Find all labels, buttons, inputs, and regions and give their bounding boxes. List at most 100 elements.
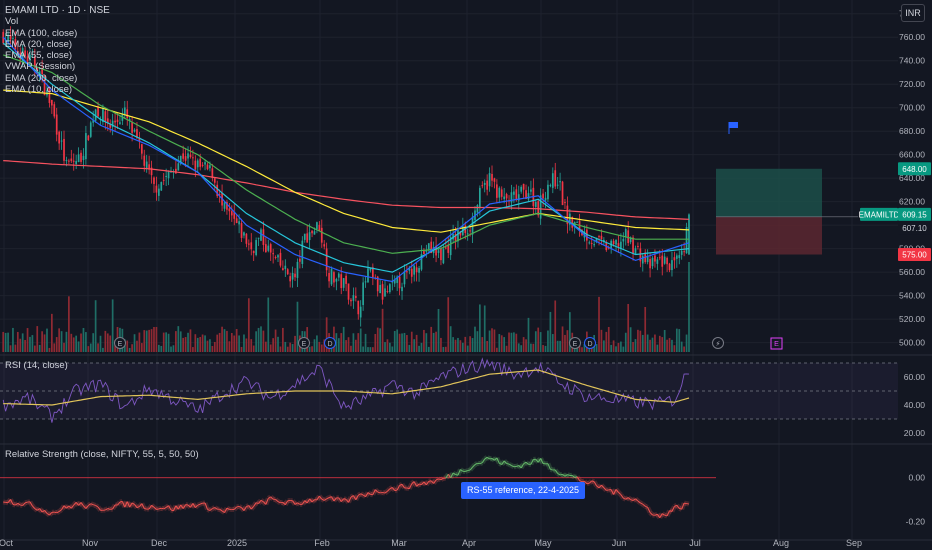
volume-bar [65, 331, 68, 352]
candle-body [447, 244, 450, 253]
rs-reference-tag[interactable]: RS-55 reference, 22-4-2025 [461, 482, 586, 499]
rs-line [41, 509, 45, 513]
candle-body [566, 205, 569, 225]
volume-bar [29, 336, 31, 352]
rs-line [275, 499, 279, 502]
volume-bar [162, 332, 165, 352]
rsi-tick-label: 60.00 [904, 372, 926, 382]
volume-bar [252, 345, 255, 352]
legend-volume[interactable]: Vol [5, 16, 19, 28]
candle-body [661, 255, 664, 267]
rs-line [197, 503, 201, 506]
candle-body [658, 257, 661, 259]
candle-body [63, 138, 65, 161]
time-tick-label: Sep [846, 538, 862, 548]
rs-line [348, 496, 352, 503]
price-tick-label: 620.00 [899, 197, 925, 207]
volume-bar [165, 332, 167, 352]
legend-vwap[interactable]: VWAP (Session) [5, 61, 76, 73]
rs-line [248, 505, 252, 510]
event-marker [712, 337, 724, 349]
rs-pane-label[interactable]: Relative Strength (close, NIFTY, 55, 5, … [5, 449, 199, 460]
volume-bar [683, 346, 685, 352]
candle-body [299, 258, 301, 262]
price-tick-label: 540.00 [899, 291, 925, 301]
volume-bar [170, 346, 172, 352]
rs-line [277, 501, 281, 504]
legend-ema-200[interactable]: EMA (200, close) [5, 72, 78, 84]
volume-bar [92, 333, 95, 352]
candle-body [576, 221, 578, 223]
rs-line [294, 502, 298, 505]
rs-line [496, 457, 500, 464]
volume-bar [617, 342, 620, 352]
rsi-pane-label[interactable]: RSI (14, close) [5, 360, 68, 371]
candle-body [522, 183, 525, 190]
event-marker-label: E [302, 341, 307, 348]
candle-body [423, 250, 425, 255]
legend-ema-10[interactable]: EMA (10, close) [5, 84, 73, 96]
volume-bar [340, 333, 343, 352]
rs-line [360, 493, 364, 496]
volume-bar [534, 331, 537, 352]
volume-bar [175, 331, 177, 352]
time-tick-label: May [534, 538, 552, 548]
volume-bar [126, 340, 129, 352]
candle-body [675, 255, 678, 259]
rs-line [355, 495, 359, 501]
volume-bar [345, 340, 347, 352]
volume-bar [16, 331, 19, 352]
event-marker [584, 337, 596, 349]
volume-bar [454, 339, 457, 352]
volume-bar [639, 330, 642, 352]
volume-bar [561, 326, 564, 352]
volume-bar [491, 328, 493, 352]
volume-bar [111, 299, 114, 352]
volume-bar [82, 327, 85, 352]
rs-line [219, 508, 223, 512]
candle-body [245, 233, 248, 244]
rs-line [258, 499, 262, 504]
rs-line [516, 464, 519, 467]
rs-tick-label: -0.20 [906, 517, 926, 527]
symbol-title[interactable]: EMAMI LTD · 1D · NSE [5, 5, 110, 16]
rs-line [430, 480, 435, 484]
volume-bar [430, 326, 433, 352]
candle-body [386, 291, 389, 293]
rs-line [433, 479, 437, 484]
volume-bar [654, 334, 656, 352]
candle-body [26, 56, 29, 62]
volume-bar [211, 345, 214, 352]
rs-line [576, 476, 580, 481]
legend-ema-55[interactable]: EMA (55, close) [5, 50, 73, 62]
volume-bar [413, 339, 416, 352]
candle-body [410, 268, 413, 277]
legend-ema-100[interactable]: EMA (100, close) [5, 27, 78, 39]
rs-line [447, 473, 452, 479]
candle-body [160, 182, 163, 191]
candle-body [235, 218, 238, 224]
candle-body [94, 109, 97, 121]
volume-bar [148, 329, 150, 352]
rs-line [445, 473, 449, 479]
volume-bar [607, 326, 610, 352]
volume-bar [257, 327, 260, 352]
rs-line [481, 458, 486, 463]
legend-ema-20[interactable]: EMA (20, close) [5, 38, 73, 50]
candle-body [615, 239, 617, 245]
volume-bar [624, 332, 627, 352]
volume-bar [187, 332, 189, 352]
candle-body [111, 120, 114, 127]
volume-bar [182, 337, 185, 352]
candle-body [230, 211, 233, 216]
rs-line [365, 492, 369, 497]
candle-body [437, 250, 440, 253]
candle-body [216, 184, 219, 197]
candle-body [318, 224, 321, 232]
candle-body [109, 124, 112, 128]
currency-button[interactable]: INR [901, 4, 925, 22]
candle-body [36, 68, 39, 74]
rs-line [460, 469, 464, 472]
price-tick-label: 640.00 [899, 173, 925, 183]
